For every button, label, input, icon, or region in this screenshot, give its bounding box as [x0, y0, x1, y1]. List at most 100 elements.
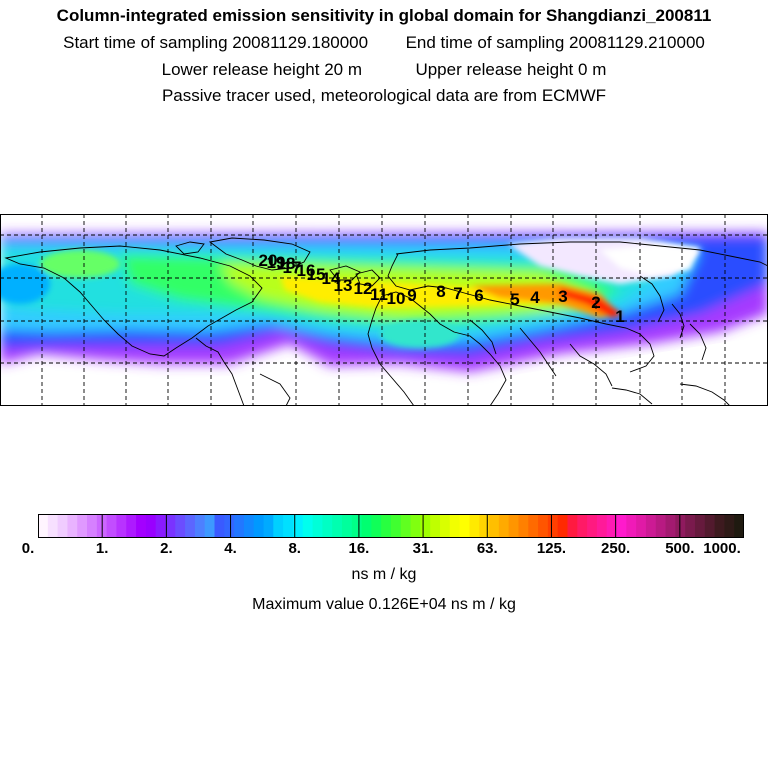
colorbar-swatch — [243, 514, 255, 538]
maximum-value: Maximum value 0.126E+04 ns m / kg — [252, 596, 516, 613]
colorbar-tick-label: 2. — [160, 540, 173, 557]
colorbar-swatch — [234, 514, 245, 538]
colorbar-swatch — [655, 514, 667, 538]
traj-label-13: 13 — [334, 276, 353, 295]
emission-sensitivity-map: 1 2 3 4 5 6 7 8 9 10 11 12 13 14 15 16 1… — [0, 214, 768, 406]
colorbar-swatch — [665, 514, 676, 538]
colorbar-swatch — [577, 514, 588, 538]
colorbar-swatch — [194, 514, 206, 538]
colorbar-swatch — [567, 514, 578, 538]
traj-label-10: 10 — [387, 289, 406, 308]
colorbar-swatch — [489, 514, 500, 538]
colorbar-swatch — [626, 514, 637, 538]
colorbar-swatch — [165, 514, 176, 538]
colorbar-swatch — [116, 514, 127, 538]
colorbar-swatch — [263, 514, 274, 538]
colorbar-swatch — [371, 514, 382, 538]
colorbar-swatch — [145, 514, 157, 538]
colorbar-swatch — [596, 514, 608, 538]
colorbar-swatch — [185, 514, 196, 538]
colorbar-swatch — [469, 514, 480, 538]
tracer-note: Passive tracer used, meteorological data… — [161, 86, 607, 105]
colorbar-swatch — [302, 514, 314, 538]
colorbar-tick-label: 31. — [412, 540, 434, 557]
traj-label-1: 1 — [615, 307, 624, 326]
colorbar-swatch — [136, 514, 147, 538]
end-time-label: End time of sampling — [405, 33, 565, 52]
colorbar-swatch — [685, 514, 696, 538]
colorbar-swatch — [459, 514, 470, 538]
colorbar-swatch — [440, 514, 451, 538]
colorbar-swatch — [77, 514, 88, 538]
colorbar-swatch — [67, 514, 78, 538]
graticule — [0, 214, 768, 406]
traj-label-9: 9 — [407, 286, 416, 305]
traj-label-15: 15 — [307, 265, 326, 284]
colorbar-swatch — [283, 514, 294, 538]
colorbar-swatch — [430, 514, 441, 538]
colorbar-swatch — [498, 514, 510, 538]
colorbar — [37, 514, 745, 538]
colorbar-swatch — [449, 514, 461, 538]
sensitivity-field — [0, 232, 768, 406]
traj-label-16: 16 — [297, 261, 316, 280]
traj-label-12: 12 — [354, 279, 373, 298]
colorbar-swatch — [479, 514, 490, 538]
colorbar-frame — [38, 514, 744, 538]
colorbar-swatch — [636, 514, 647, 538]
colorbar-swatch — [538, 514, 549, 538]
colorbar-swatch — [322, 514, 333, 538]
traj-label-5: 5 — [510, 290, 519, 309]
colorbar-swatch — [292, 514, 304, 538]
colorbar-tick-label: 63. — [476, 540, 498, 557]
colorbar-swatch — [155, 514, 166, 538]
traj-label-4: 4 — [530, 288, 540, 307]
colorbar-tick-label: 16. — [348, 540, 370, 557]
trajectory-labels: 1 2 3 4 5 6 7 8 9 10 11 12 13 14 15 16 1… — [259, 251, 625, 326]
release-height-row: Lower release height 20 m Upper release … — [0, 60, 768, 80]
colorbar-swatch — [694, 514, 706, 538]
colorbar-swatch — [273, 514, 284, 538]
colorbar-swatch — [410, 514, 421, 538]
colorbar-swatch — [675, 514, 686, 538]
colorbar-tick-label: 500. — [665, 540, 695, 557]
colorbar-swatch — [341, 514, 353, 538]
traj-label-14: 14 — [322, 269, 341, 288]
colorbar-swatch — [175, 514, 186, 538]
colorbar-tick-label: 1000. — [703, 540, 741, 557]
colorbar-swatch — [714, 514, 725, 538]
colorbar-swatch — [214, 514, 225, 538]
colorbar-unit: ns m / kg — [351, 566, 417, 583]
colorbar-swatch — [587, 514, 598, 538]
colorbar-swatch — [645, 514, 657, 538]
colorbar-swatch — [557, 514, 568, 538]
colorbar-ticks: 0. 1. 2. 4. 8. 16. 31. 63. 125. 250. 500. 1000. — [0, 540, 768, 560]
colorbar-swatch — [734, 514, 745, 538]
traj-label-17: 17 — [283, 258, 302, 277]
upper-height-value: 0 m — [578, 60, 607, 79]
colorbar-swatch — [47, 514, 59, 538]
colorbar-swatch — [224, 514, 235, 538]
colorbar-swatch — [606, 514, 618, 538]
traj-label-19: 19 — [267, 253, 286, 272]
traj-label-11: 11 — [370, 285, 388, 304]
colorbar-swatch — [106, 514, 117, 538]
sampling-times-row: Start time of sampling 20081129.180000 E… — [0, 33, 768, 53]
traj-label-6: 6 — [474, 286, 483, 305]
colorbar-swatch — [381, 514, 392, 538]
lower-height-value: 20 m — [324, 60, 362, 79]
colorbar-swatch — [704, 514, 716, 538]
colorbar-swatch — [528, 514, 539, 538]
colorbar-tick-label: 125. — [536, 540, 567, 557]
colorbar-swatch — [518, 514, 529, 538]
colorbar-swatch — [508, 514, 519, 538]
colorbar-swatch — [724, 514, 735, 538]
colorbar-swatch — [547, 514, 559, 538]
plot-title: Column-integrated emission sensitivity i… — [56, 6, 712, 25]
traj-label-2: 2 — [591, 293, 600, 312]
colorbar-swatch — [616, 514, 627, 538]
colorbar-swatch — [332, 514, 343, 538]
colorbar-tick-label: 8. — [288, 540, 301, 557]
colorbar-swatch — [38, 514, 49, 538]
colorbar-swatch — [312, 514, 323, 538]
